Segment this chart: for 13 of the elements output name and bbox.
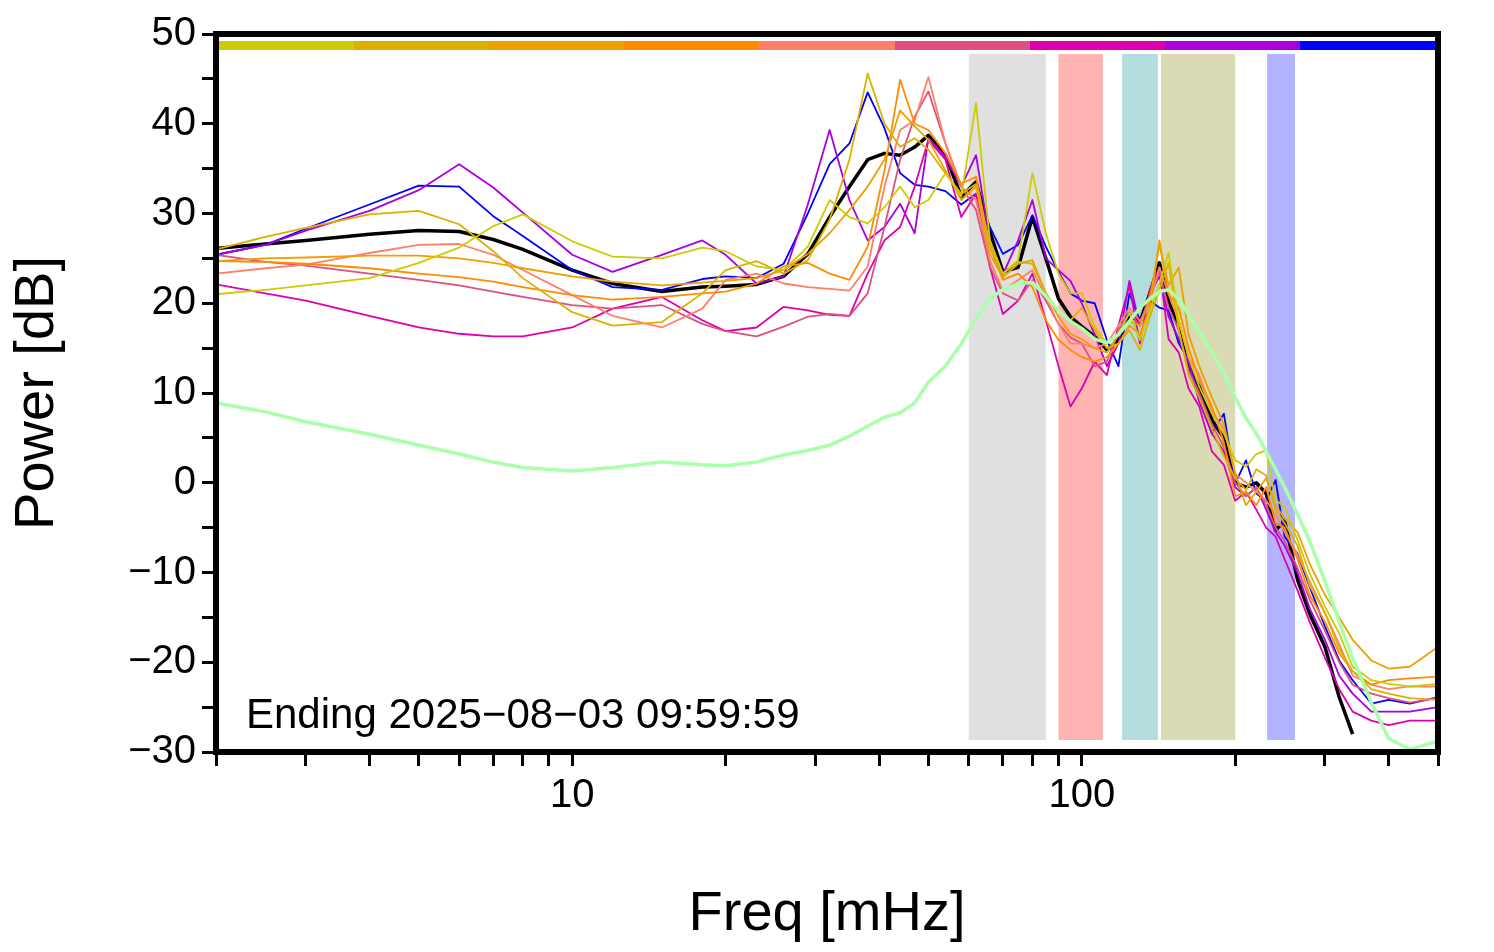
y-tick-label: −20 — [128, 637, 196, 682]
y-tick-label: 40 — [151, 98, 196, 143]
y-tick-label: 20 — [151, 278, 196, 323]
x-axis-title: Freq [mHz] — [688, 878, 966, 942]
y-tick-label: −30 — [128, 727, 196, 772]
y-axis-title: Power [dB] — [2, 256, 66, 530]
x-tick-label: 100 — [1048, 771, 1116, 816]
y-tick-label: 10 — [151, 368, 196, 413]
y-tick-label: 50 — [151, 9, 196, 54]
y-tick-label: 0 — [173, 457, 196, 502]
y-tick-label: 30 — [151, 188, 196, 233]
y-tick-label: −10 — [128, 547, 196, 592]
annotation: Ending 2025−08−03 09:59:59 — [246, 690, 800, 737]
